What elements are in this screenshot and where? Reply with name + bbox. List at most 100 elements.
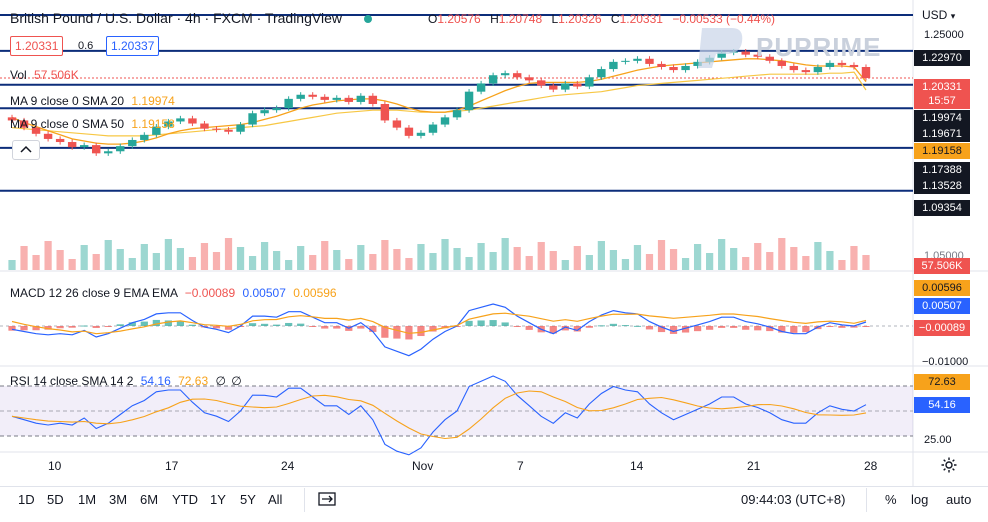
toolbar-divider [304, 488, 305, 512]
candle-body [188, 118, 197, 124]
timeframe-all[interactable]: All [268, 492, 283, 507]
currency-selector[interactable]: USD ▾ [922, 8, 955, 22]
timeframe-5d[interactable]: 5D [47, 492, 64, 507]
timeframe-1d[interactable]: 1D [18, 492, 35, 507]
volume-bar [525, 256, 533, 270]
clock[interactable]: 09:44:03 (UTC+8) [741, 492, 846, 507]
log-scale-toggle[interactable]: log [911, 492, 929, 507]
macd-histogram-bar [44, 326, 52, 330]
candle-body [152, 126, 161, 135]
percent-scale-toggle[interactable]: % [885, 492, 897, 507]
volume-bar [814, 242, 822, 270]
macd-histogram-bar [681, 326, 690, 333]
volume-bar [513, 247, 521, 270]
macd-signal-line [11, 312, 867, 335]
candle-body [248, 113, 257, 125]
volume-legend-label: Vol [10, 68, 27, 82]
collapse-legend-button[interactable] [12, 140, 40, 160]
macd-histogram-bar [273, 324, 281, 326]
rsi-legend-label: RSI 14 close SMA 14 2 [10, 374, 134, 388]
volume-bar [718, 239, 726, 270]
candle-body [657, 63, 666, 67]
buy-price-button[interactable]: 1.20337 [106, 36, 160, 56]
ma50-legend[interactable]: MA 9 close 0 SMA 50 1.19158 [10, 117, 175, 131]
volume-bar [20, 246, 28, 270]
price-axis-tag: 1.17388 [914, 162, 970, 178]
macd-histogram-bar [116, 324, 124, 326]
macd-histogram-bar [802, 326, 810, 333]
candle-body [561, 83, 570, 90]
auto-scale-toggle[interactable]: auto [946, 492, 972, 507]
candle-body [789, 65, 799, 71]
volume-bar [321, 241, 329, 270]
volume-bar [609, 250, 618, 270]
macd-histogram-bar [633, 325, 642, 327]
time-label: 24 [281, 459, 295, 473]
volume-bar [357, 245, 365, 270]
candle-body [717, 52, 726, 58]
candle-body [597, 69, 606, 78]
price-axis-tag: 1.19158 [914, 143, 970, 159]
volume-bar [549, 251, 557, 270]
macd-histogram-bar [20, 326, 28, 331]
time-label: Nov [412, 459, 434, 473]
macd-histogram-bar [357, 326, 365, 329]
time-label: 7 [517, 459, 524, 473]
macd-signal-tag: 0.00596 [914, 280, 970, 296]
macd-tick: −0.01000 [922, 356, 969, 368]
volume-bar [333, 250, 341, 270]
close-value: 1.20331 [619, 12, 663, 26]
ohlc-readout: O1.20576 H1.20748 L1.20326 C1.20331 −0.0… [428, 12, 775, 26]
volume-bar [489, 252, 497, 270]
volume-bar [573, 246, 581, 270]
rsi-extra-b: ∅ [231, 374, 242, 388]
open-value: 1.20576 [437, 12, 481, 26]
market-status-dot [363, 15, 372, 23]
volume-bar [645, 254, 654, 270]
symbol-title[interactable]: British Pound / U.S. Dollar · 4h · FXCM … [10, 10, 372, 26]
candle-body [753, 54, 762, 57]
volume-bar [657, 240, 666, 270]
timeframe-1y[interactable]: 1Y [210, 492, 226, 507]
timeframe-ytd[interactable]: YTD [172, 492, 198, 507]
macd-histogram-bar [549, 326, 557, 334]
macd-hist-tag: −0.00089 [914, 320, 970, 336]
volume-bar [200, 243, 209, 270]
candle-body [176, 118, 185, 122]
candle-body [392, 120, 402, 128]
macd-histogram-bar [706, 326, 714, 330]
volume-bar [597, 241, 605, 270]
candle-body [356, 95, 366, 102]
candle-body [55, 138, 65, 143]
ma50-legend-value: 1.19158 [131, 117, 175, 131]
date-range-icon[interactable] [318, 491, 336, 507]
candle-body [777, 60, 787, 66]
ma20-legend[interactable]: MA 9 close 0 SMA 20 1.19974 [10, 94, 175, 108]
timeframe-3m[interactable]: 3M [109, 492, 128, 507]
candle-body [212, 128, 221, 130]
candle-body [488, 75, 498, 84]
candle-body [585, 77, 594, 87]
macd-signal-tag-text: 0.00596 [922, 282, 962, 294]
timeframe-1m[interactable]: 1M [78, 492, 97, 507]
macd-histogram-bar [621, 325, 630, 327]
rsi-tag-text: 54.16 [928, 399, 956, 411]
low-label: L [551, 12, 559, 26]
sell-price-button[interactable]: 1.20331 [10, 36, 64, 56]
timeframe-5y[interactable]: 5Y [240, 492, 256, 507]
gear-icon[interactable] [940, 456, 958, 474]
volume-bar [128, 258, 136, 270]
symbol-title-text[interactable]: British Pound / U.S. Dollar · 4h · FXCM … [10, 10, 342, 26]
candle-body [476, 83, 486, 92]
candle-body [801, 70, 811, 73]
macd-histogram-bar [393, 326, 401, 339]
timeframe-6m[interactable]: 6M [140, 492, 159, 507]
volume-bar [826, 251, 834, 270]
volume-bar [681, 258, 690, 270]
candle-body [200, 123, 209, 129]
time-label: 14 [630, 459, 644, 473]
rsi-legend[interactable]: RSI 14 close SMA 14 2 54.16 72.63 ∅ ∅ [10, 374, 242, 388]
volume-legend[interactable]: Vol 57.506K [10, 68, 79, 82]
macd-legend[interactable]: MACD 12 26 close 9 EMA EMA −0.00089 0.00… [10, 286, 337, 300]
